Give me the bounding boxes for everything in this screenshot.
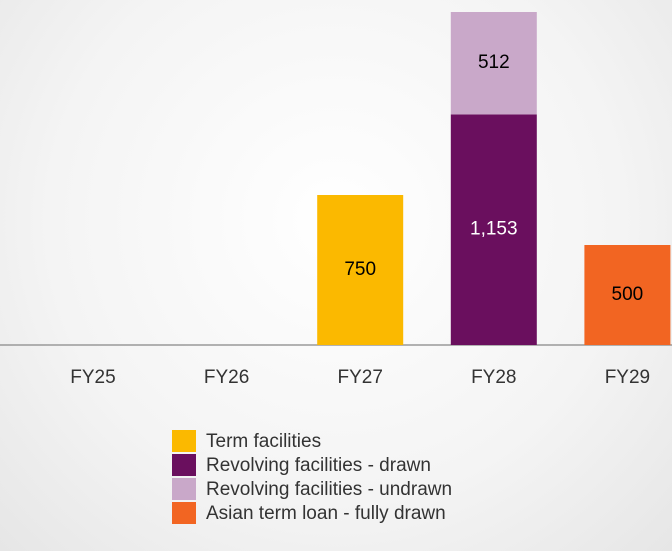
data-label: 500 bbox=[612, 284, 644, 305]
legend-label: Revolving facilities - drawn bbox=[206, 455, 431, 476]
bar bbox=[584, 245, 671, 345]
legend-label: Asian term loan - fully drawn bbox=[206, 503, 446, 524]
bar bbox=[450, 114, 537, 346]
data-label: 750 bbox=[344, 259, 376, 280]
legend-swatch bbox=[172, 478, 196, 500]
x-tick-label: FY26 bbox=[204, 367, 249, 388]
legend-swatch bbox=[172, 430, 196, 452]
legend-swatch bbox=[172, 502, 196, 524]
x-tick-label: FY28 bbox=[471, 367, 516, 388]
x-tick-label: FY25 bbox=[70, 367, 115, 388]
bar bbox=[317, 195, 404, 345]
x-tick-label: FY27 bbox=[337, 367, 382, 388]
legend-label: Revolving facilities - undrawn bbox=[206, 479, 452, 500]
legend-label: Term facilities bbox=[206, 431, 321, 452]
x-tick-label: FY29 bbox=[605, 367, 650, 388]
legend-swatch bbox=[172, 454, 196, 476]
data-label: 512 bbox=[478, 52, 510, 73]
data-label: 1,153 bbox=[470, 219, 518, 240]
bar bbox=[450, 12, 537, 115]
